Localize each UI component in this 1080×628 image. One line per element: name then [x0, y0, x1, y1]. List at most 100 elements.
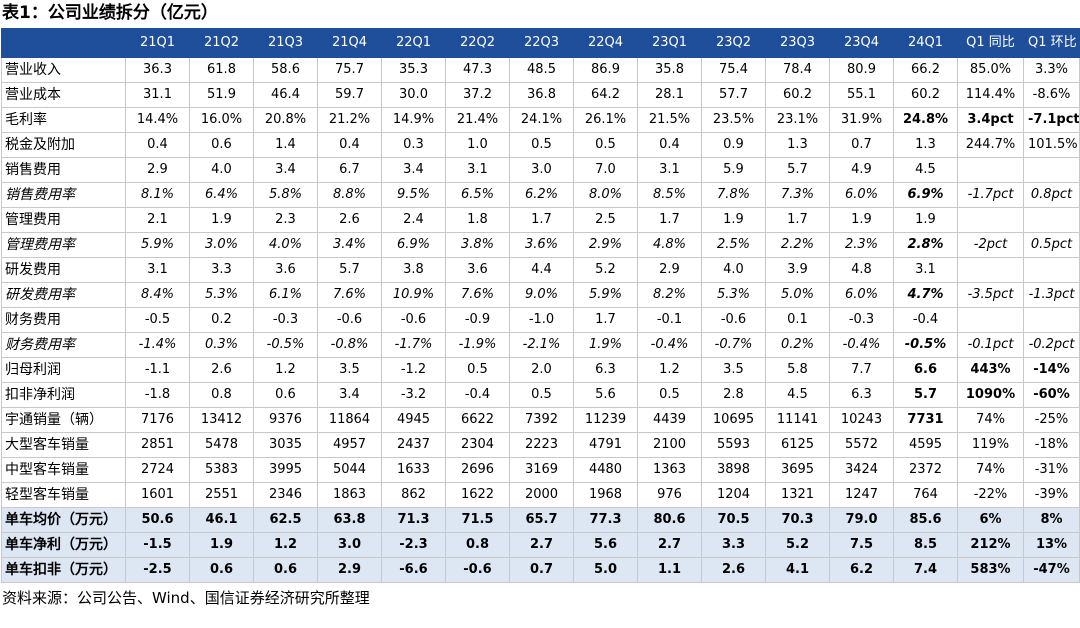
table-cell: 6.9% — [381, 232, 446, 258]
row-label: 宇通销量（辆） — [1, 407, 126, 433]
table-cell: 4.9 — [829, 157, 894, 183]
table-cell: 5.7 — [317, 257, 382, 283]
table-cell: 77.3 — [573, 507, 638, 533]
table-cell: -0.9 — [445, 307, 510, 333]
table-cell: 0.5 — [637, 382, 702, 408]
table-cell: 5.8% — [253, 182, 318, 208]
table-row: 毛利率 14.4% 16.0% 20.8% 21.2% 14.9% 21.4% 24.1% 26… — [1, 107, 1080, 133]
table-cell: 6.2% — [509, 182, 574, 208]
table-cell: 2.9 — [317, 557, 382, 583]
table-cell: 3035 — [253, 432, 318, 458]
table-cell: 63.8 — [317, 507, 382, 533]
table-cell: 51.9 — [189, 82, 254, 108]
table-cell — [957, 207, 1024, 233]
table-cell: 5.9% — [573, 282, 638, 308]
row-label: 管理费用 — [1, 207, 126, 233]
table-cell: 4.4 — [509, 257, 574, 283]
column-header: 24Q1 — [893, 28, 958, 58]
row-label: 财务费用率 — [1, 332, 126, 358]
row-label: 研发费用率 — [1, 282, 126, 308]
row-label: 销售费用 — [1, 157, 126, 183]
table-cell: 37.2 — [445, 82, 510, 108]
table-cell: 23.1% — [765, 107, 830, 133]
table-cell: 4945 — [381, 407, 446, 433]
row-label: 中型客车销量 — [1, 457, 126, 483]
table-cell: 3.4 — [253, 157, 318, 183]
table-cell: 0.3 — [381, 132, 446, 158]
table-cell: 2.7 — [637, 532, 702, 558]
table-cell: 7.7 — [829, 357, 894, 383]
table-cell: 5.3% — [701, 282, 766, 308]
table-cell: 1.0 — [445, 132, 510, 158]
row-label: 营业收入 — [1, 57, 126, 83]
table-cell: 3.4 — [381, 157, 446, 183]
table-cell: -3.5pct — [957, 282, 1024, 308]
table-cell: -0.4% — [829, 332, 894, 358]
table-cell: 2.9 — [637, 257, 702, 283]
table-cell: 4.8% — [637, 232, 702, 258]
table-cell: -3.2 — [381, 382, 446, 408]
table-cell: -0.6 — [701, 307, 766, 333]
table-cell: 20.8% — [253, 107, 318, 133]
table-cell: 1863 — [317, 482, 382, 508]
row-label: 大型客车销量 — [1, 432, 126, 458]
table-cell: -1.7pct — [957, 182, 1024, 208]
table-cell: 976 — [637, 482, 702, 508]
row-label: 毛利率 — [1, 107, 126, 133]
table-row: 营业收入 36.3 61.8 58.6 75.7 35.3 47.3 48.5 86.9 35.8… — [1, 57, 1080, 83]
table-cell: 2.7 — [509, 532, 574, 558]
table-row: 管理费用 2.1 1.9 2.3 2.6 2.4 1.8 1.7 2.5 1.7 1.9 1.7 1.9… — [1, 207, 1080, 233]
table-cell: -1.5 — [125, 532, 190, 558]
table-cell: 244.7% — [957, 132, 1024, 158]
table-cell: 8.5 — [893, 532, 958, 558]
table-cell: 3.1 — [637, 157, 702, 183]
table-cell: 59.7 — [317, 82, 382, 108]
table-cell: 119% — [957, 432, 1024, 458]
table-cell: 5.8 — [765, 357, 830, 383]
table-cell: 11864 — [317, 407, 382, 433]
table-cell: 6.3 — [573, 357, 638, 383]
table-cell: 2304 — [445, 432, 510, 458]
table-cell: 60.2 — [765, 82, 830, 108]
table-cell: 11239 — [573, 407, 638, 433]
table-row: 研发费用率 8.4% 5.3% 6.1% 7.6% 10.9% 7.6% 9.0% 5.9% 8.… — [1, 282, 1080, 308]
table-cell: 8.2% — [637, 282, 702, 308]
column-header: 22Q4 — [573, 28, 638, 58]
table-cell: 3169 — [509, 457, 574, 483]
table-cell: 6.0% — [829, 282, 894, 308]
table-cell: 8.5% — [637, 182, 702, 208]
table-cell: 1633 — [381, 457, 446, 483]
table-cell: 6.1% — [253, 282, 318, 308]
table-cell: 65.7 — [509, 507, 574, 533]
table-cell: 3.6% — [509, 232, 574, 258]
table-cell: 6622 — [445, 407, 510, 433]
row-label: 轻型客车销量 — [1, 482, 126, 508]
table-body: 营业收入 36.3 61.8 58.6 75.7 35.3 47.3 48.5 86.9 35.8… — [1, 57, 1080, 583]
table-cell: -2.5 — [125, 557, 190, 583]
table-cell: 7.6% — [445, 282, 510, 308]
table-cell: 2100 — [637, 432, 702, 458]
table-cell: 50.6 — [125, 507, 190, 533]
table-cell: 0.8 — [189, 382, 254, 408]
table-cell: 7.8% — [701, 182, 766, 208]
table-cell — [957, 257, 1024, 283]
table-cell: 1.4 — [253, 132, 318, 158]
table-cell: 13% — [1023, 532, 1080, 558]
table-cell: 47.3 — [445, 57, 510, 83]
table-cell: 7.6% — [317, 282, 382, 308]
table-cell: -0.3 — [253, 307, 318, 333]
table-cell: 0.5pct — [1023, 232, 1080, 258]
table-cell: 48.5 — [509, 57, 574, 83]
table-cell: 8.0% — [573, 182, 638, 208]
table-cell: 1968 — [573, 482, 638, 508]
table-cell: -0.4 — [445, 382, 510, 408]
table-cell: 80.9 — [829, 57, 894, 83]
table-cell: 2.6 — [317, 207, 382, 233]
table-cell: 13412 — [189, 407, 254, 433]
table-cell: 4.0 — [701, 257, 766, 283]
table-cell: 6125 — [765, 432, 830, 458]
table-row: 销售费用率 8.1% 6.4% 5.8% 8.8% 9.5% 6.5% 6.2% 8.0% 8.5… — [1, 182, 1080, 208]
table-cell: 21.2% — [317, 107, 382, 133]
table-cell — [957, 157, 1024, 183]
table-row: 财务费用 -0.5 0.2 -0.3 -0.6 -0.6 -0.9 -1.0 1.7 -0.1 -0… — [1, 307, 1080, 333]
